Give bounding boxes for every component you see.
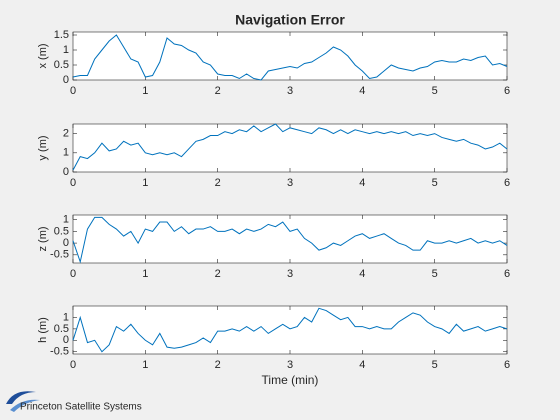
axes-background: [73, 306, 507, 354]
y-tick-label: -0.5: [50, 249, 69, 261]
x-tick-label: 4: [359, 268, 365, 280]
logo-swoosh: [10, 399, 40, 412]
y-axis-label: z (m): [37, 226, 49, 251]
x-tick-label: 6: [504, 85, 510, 97]
logo: Princeton Satellite Systems: [6, 391, 142, 413]
y-tick-label: 0: [63, 74, 69, 86]
x-tick-label: 0: [70, 359, 76, 371]
y-tick-label: 0: [63, 166, 69, 178]
axes-background: [73, 32, 507, 80]
y-tick-label: 0: [63, 334, 69, 346]
axes-background: [73, 124, 507, 172]
y-tick-label: 1.5: [54, 29, 69, 41]
x-tick-label: 3: [287, 177, 293, 189]
y-tick-label: 0.5: [54, 323, 69, 335]
data-line: [72, 123, 508, 171]
x-tick-label: 4: [359, 359, 365, 371]
y-tick-label: 0: [63, 237, 69, 249]
x-tick-label: 5: [432, 85, 438, 97]
x-tick-label: 0: [70, 177, 76, 189]
y-axis-label: y (m): [37, 135, 49, 160]
x-tick-label: 2: [215, 177, 221, 189]
y-tick-label: 1: [63, 311, 69, 323]
x-tick-label: 2: [215, 85, 221, 97]
x-tick-label: 5: [432, 359, 438, 371]
y-tick-label: 1: [63, 214, 69, 226]
logo-swoosh: [6, 391, 36, 404]
x-tick-label: 0: [70, 268, 76, 280]
x-tick-label: 1: [142, 359, 148, 371]
chart-title: Navigation Error: [235, 12, 345, 28]
x-tick-label: 1: [142, 85, 148, 97]
y-axis-label: x (m): [37, 43, 49, 68]
y-tick-label: 1: [63, 147, 69, 159]
x-tick-label: 3: [287, 85, 293, 97]
x-tick-label: 5: [432, 177, 438, 189]
x-tick-label: 2: [215, 359, 221, 371]
x-tick-label: 0: [70, 85, 76, 97]
data-line: [72, 34, 508, 81]
x-tick-label: 2: [215, 268, 221, 280]
x-tick-label: 4: [359, 85, 365, 97]
x-axis-label: Time (min): [262, 373, 319, 387]
logo-text: Princeton Satellite Systems: [20, 402, 142, 413]
x-tick-label: 4: [359, 177, 365, 189]
data-line: [72, 216, 508, 264]
y-tick-label: -0.5: [50, 346, 69, 358]
data-line: [72, 307, 508, 353]
y-tick-label: 2: [63, 128, 69, 140]
x-tick-label: 5: [432, 268, 438, 280]
y-tick-label: 0.5: [54, 59, 69, 71]
x-tick-label: 3: [287, 268, 293, 280]
y-tick-label: 1: [63, 44, 69, 56]
y-tick-label: 0.5: [54, 225, 69, 237]
x-tick-label: 6: [504, 359, 510, 371]
axes-background: [73, 215, 507, 263]
x-tick-label: 6: [504, 177, 510, 189]
x-tick-label: 1: [142, 268, 148, 280]
y-axis-label: h (m): [37, 317, 49, 343]
x-tick-label: 6: [504, 268, 510, 280]
x-tick-label: 3: [287, 359, 293, 371]
x-tick-label: 1: [142, 177, 148, 189]
